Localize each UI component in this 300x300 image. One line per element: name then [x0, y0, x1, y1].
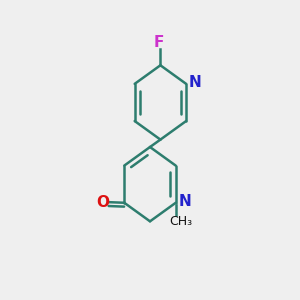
- Text: CH₃: CH₃: [169, 215, 193, 228]
- Text: N: N: [178, 194, 191, 209]
- Text: N: N: [189, 75, 201, 90]
- Text: F: F: [154, 35, 164, 50]
- Text: O: O: [96, 195, 109, 210]
